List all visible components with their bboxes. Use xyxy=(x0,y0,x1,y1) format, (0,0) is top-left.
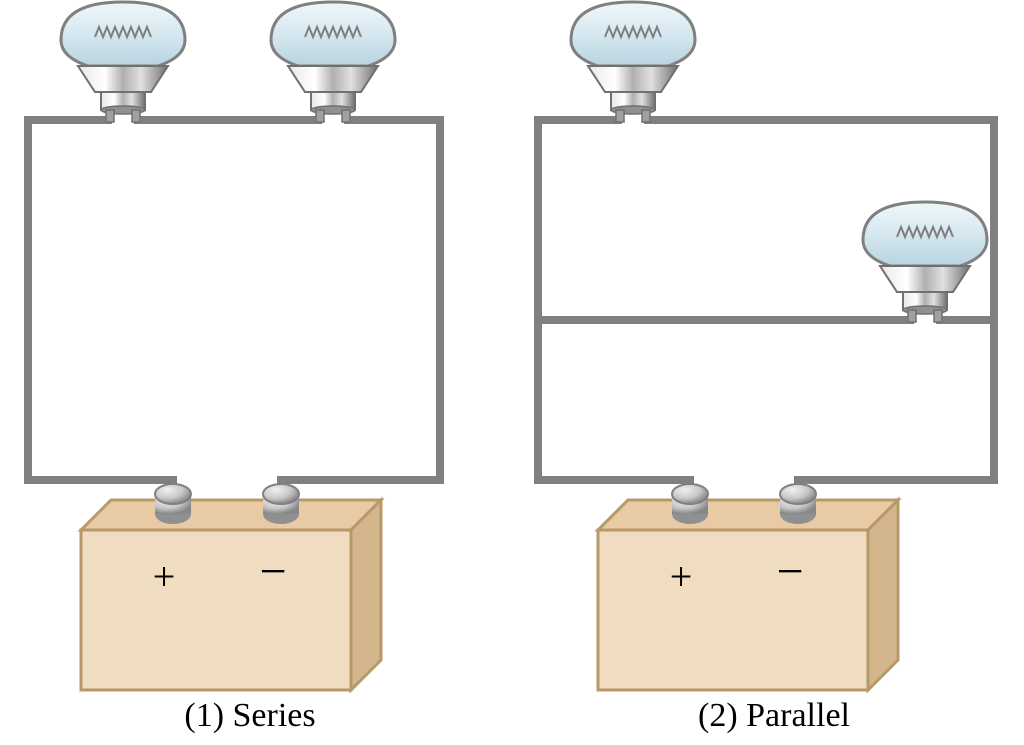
parallel-svg xyxy=(524,0,1024,700)
battery-icon xyxy=(81,484,381,690)
series-panel: (1) Series xyxy=(0,0,500,745)
bulb-icon xyxy=(571,2,695,122)
bulb-icon xyxy=(863,202,987,322)
series-caption: (1) Series xyxy=(0,697,500,735)
parallel-caption: (2) Parallel xyxy=(524,697,1024,735)
series-svg xyxy=(0,0,500,700)
parallel-panel: (2) Parallel xyxy=(524,0,1024,745)
bulb-icon xyxy=(61,2,185,122)
bulb-icon xyxy=(271,2,395,122)
battery-icon xyxy=(598,484,898,690)
